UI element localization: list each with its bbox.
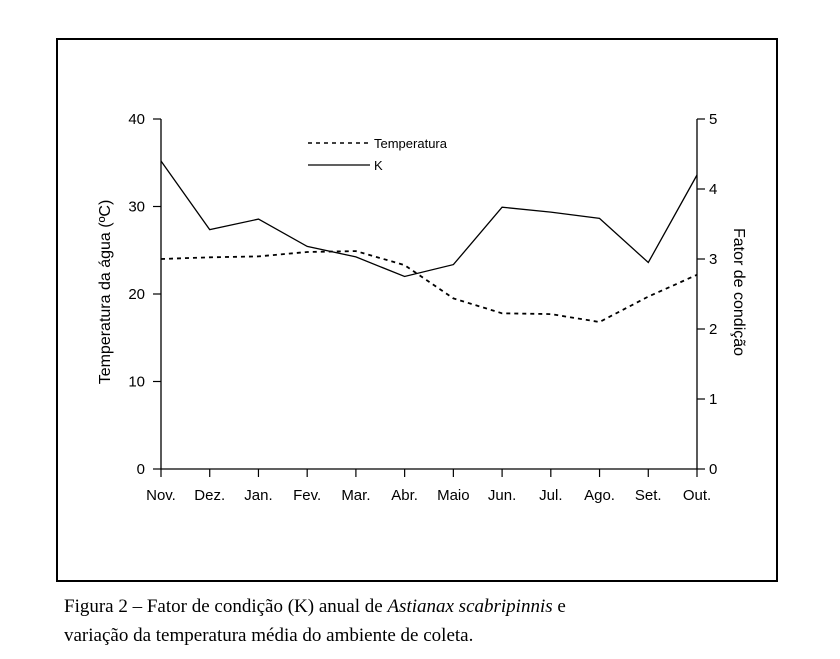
left-axis-title: Temperatura da água (ºC) (97, 200, 114, 385)
x-tick-label: Fev. (293, 487, 321, 504)
x-tick-label: Ago. (584, 487, 615, 504)
right-tick-label: 2 (709, 321, 717, 338)
x-tick-label: Nov. (146, 487, 176, 504)
x-axis-ticks: Nov. Dez. Jan. Fev. Mar. Abr. Maio Jun. Jul. Ago.… (146, 469, 711, 504)
series-line-temperatura (160, 250, 698, 323)
right-tick-label: 5 (709, 111, 717, 128)
x-tick-label: Abr. (391, 487, 418, 504)
legend: Temperatura K (308, 136, 448, 173)
figure-frame: 0 10 20 30 40 0 1 2 3 4 5 Nov. Dez. Jan. Fev. Mar. Abr… (56, 38, 778, 582)
x-tick-label: Maio (437, 487, 470, 504)
left-tick-label: 20 (128, 286, 145, 303)
series-layer (160, 160, 698, 323)
caption-suffix: e (552, 596, 566, 617)
left-tick-label: 30 (128, 199, 145, 216)
x-tick-label: Mar. (341, 487, 370, 504)
legend-temperatura-label: Temperatura (374, 136, 448, 151)
figure-caption: Figura 2 – Fator de condição (K) anual d… (64, 592, 804, 650)
right-tick-label: 1 (709, 391, 717, 408)
right-axis-ticks: 0 1 2 3 4 5 (697, 111, 717, 478)
left-tick-label: 40 (128, 111, 145, 128)
series-line-k (160, 160, 698, 278)
x-tick-label: Jun. (488, 487, 516, 504)
left-tick-label: 0 (137, 461, 145, 478)
legend-k-label: K (374, 158, 383, 173)
caption-line2: variação da temperatura média do ambient… (64, 625, 474, 646)
right-axis-title: Fator de condição (730, 228, 747, 356)
chart-axes (160, 119, 698, 470)
caption-prefix: Figura 2 – Fator de condição (K) anual d… (64, 596, 388, 617)
right-tick-label: 4 (709, 181, 717, 198)
x-tick-label: Jul. (539, 487, 562, 504)
caption-species: Astianax scabripinnis (387, 596, 553, 617)
x-tick-label: Out. (683, 487, 711, 504)
right-tick-label: 3 (709, 251, 717, 268)
left-tick-label: 10 (128, 374, 145, 391)
x-tick-label: Jan. (244, 487, 272, 504)
x-tick-label: Set. (635, 487, 662, 504)
line-chart: 0 10 20 30 40 0 1 2 3 4 5 Nov. Dez. Jan. Fev. Mar. Abr… (97, 111, 747, 504)
left-axis-ticks: 0 10 20 30 40 (128, 111, 161, 478)
right-tick-label: 0 (709, 461, 717, 478)
x-tick-label: Dez. (194, 487, 225, 504)
